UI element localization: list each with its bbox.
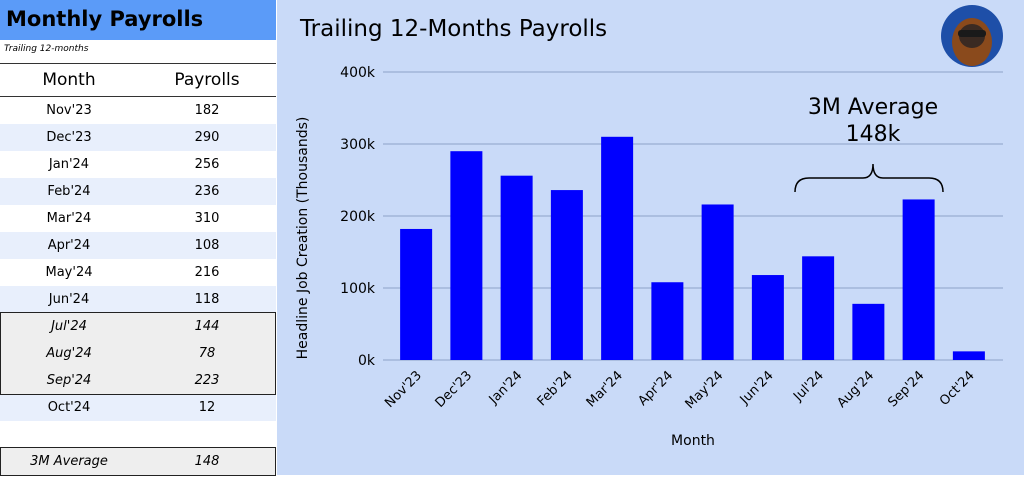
bar [852,303,885,360]
cell: Nov'23 [46,103,92,118]
y-tick-label: 100k [340,281,376,297]
cell: 310 [194,211,220,226]
y-tick-label: 200k [340,209,376,225]
cell: 256 [194,157,220,172]
cell: 290 [194,130,220,145]
cell: Dec'23 [46,130,92,145]
table-row: Mar'24 310 [0,205,276,232]
bar [701,204,734,360]
table-subtitle: Trailing 12-months [4,44,89,54]
x-tick-label: Aug'24 [834,368,877,411]
table-row: Dec'23 290 [0,124,276,151]
x-axis-label: Month [671,433,715,449]
table-panel: Monthly Payrolls Trailing 12-months Mont… [0,0,276,476]
y-tick-label: 400k [340,65,376,81]
chart: Trailing 12-Months Payrolls Headline Job… [295,5,1003,449]
column-header: Payrolls [174,70,240,90]
x-tick-label: Mar'24 [584,368,626,410]
bar [651,282,684,360]
table-row: May'24 216 [0,259,276,286]
cell: Feb'24 [47,184,91,199]
table-row: Sep'24 223 [0,367,276,394]
cell: Aug'24 [46,346,92,361]
cell: May'24 [45,265,93,280]
x-tick-label: May'24 [683,368,727,412]
table-row: Aug'24 78 [0,340,276,367]
table-row: Jan'24 256 [0,151,276,178]
chart-panel: Trailing 12-Months Payrolls Headline Job… [277,0,1024,475]
y-tick-label: 0k [358,353,376,369]
bar [400,228,433,360]
table-row: Oct'24 12 [0,394,276,421]
cell: 3M Average [30,454,108,469]
cell: 236 [194,184,220,199]
annotation: 148k [846,122,901,147]
cell: 144 [194,319,220,334]
chart-title: Trailing 12-Months Payrolls [299,16,607,42]
bar [500,175,533,360]
bar [902,199,935,360]
cell: Sep'24 [46,373,92,388]
table-title: Monthly Payrolls [0,0,276,40]
cell: 182 [194,103,220,118]
bracket [794,163,944,193]
bar [952,351,985,360]
x-tick-label: Jan'24 [486,368,526,408]
cell: 118 [194,292,220,307]
rule [0,96,276,97]
bar [450,151,483,360]
bar [601,136,634,360]
cell: 223 [194,373,220,388]
x-tick-label: Nov'23 [382,368,425,411]
y-axis-label: Headline Job Creation (Thousands) [295,117,311,360]
highlight-box [0,312,276,395]
summary-row: 3M Average 148 [0,448,276,475]
x-tick-label: Oct'24 [937,368,978,409]
rule [0,63,276,64]
table-row: Feb'24 236 [0,178,276,205]
cell: Jan'24 [48,157,90,172]
bar [550,190,583,360]
avatar [941,5,1003,67]
table-row: Apr'24 108 [0,232,276,259]
bar [802,256,835,360]
cell: Jul'24 [51,319,87,334]
cell: Oct'24 [47,400,91,415]
cell: 78 [198,346,216,361]
table-row: Nov'23 182 [0,97,276,124]
annotation: 3M Average [808,95,938,120]
cell: 12 [198,400,216,415]
x-tick-label: Feb'24 [535,368,576,409]
y-tick-label: 300k [340,137,376,153]
cell: 216 [194,265,220,280]
x-tick-label: Dec'23 [433,368,476,411]
bar [751,275,784,360]
table-row: Jun'24 118 [0,286,276,313]
table-row: Jul'24 144 [0,313,276,340]
column-header: Month [42,70,96,90]
cell: Apr'24 [47,238,91,253]
summary-box [0,447,276,476]
cell: Jun'24 [48,292,90,307]
x-tick-label: Jul'24 [790,368,827,405]
x-tick-label: Sep'24 [885,368,927,410]
x-tick-label: Apr'24 [635,368,676,409]
x-tick-label: Jun'24 [737,368,777,408]
cell: 148 [194,454,220,469]
cell: 108 [194,238,220,253]
cell: Mar'24 [46,211,92,226]
